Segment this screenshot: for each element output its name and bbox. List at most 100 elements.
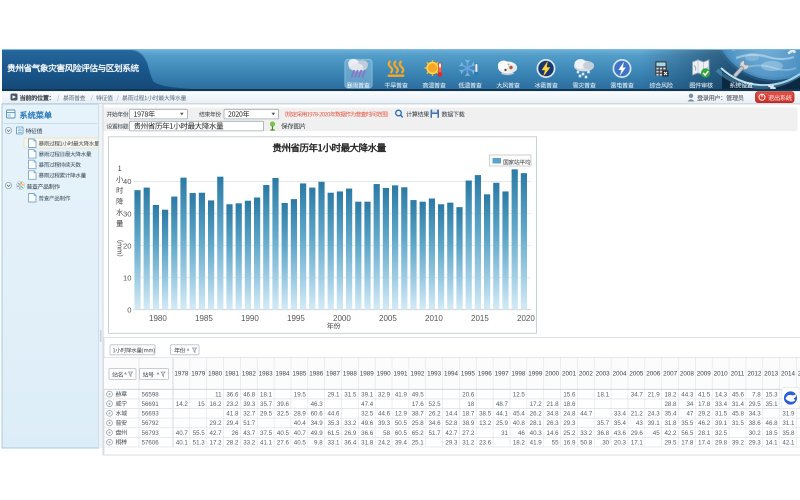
svg-text:36.6: 36.6 <box>361 430 374 437</box>
svg-text:1984: 1984 <box>276 371 291 378</box>
svg-text:25.8: 25.8 <box>412 420 425 427</box>
svg-text:55.5: 55.5 <box>193 430 206 437</box>
svg-text:29.1: 29.1 <box>327 391 340 398</box>
svg-text:35.1: 35.1 <box>766 401 779 408</box>
svg-text:29.4: 29.4 <box>226 420 239 427</box>
svg-text:2002: 2002 <box>579 371 594 378</box>
svg-text:1980: 1980 <box>208 371 223 378</box>
svg-text:38.5: 38.5 <box>479 411 492 418</box>
svg-text:31.8: 31.8 <box>664 420 677 427</box>
svg-text:17.4: 17.4 <box>698 439 711 446</box>
svg-text:44.1: 44.1 <box>496 411 509 418</box>
svg-text:46.8: 46.8 <box>766 420 779 427</box>
svg-text:56693: 56693 <box>142 411 160 418</box>
svg-text:34: 34 <box>686 401 693 408</box>
svg-text:32.5: 32.5 <box>277 411 290 418</box>
svg-text:47.4: 47.4 <box>361 401 374 408</box>
svg-text:26.3: 26.3 <box>547 420 560 427</box>
svg-text:17.6: 17.6 <box>412 401 425 408</box>
svg-text:35.8: 35.8 <box>782 430 795 437</box>
svg-text:2007: 2007 <box>663 371 678 378</box>
svg-text:56792: 56792 <box>142 420 160 427</box>
svg-text:35.4: 35.4 <box>614 420 627 427</box>
svg-text:29.6: 29.6 <box>631 430 644 437</box>
svg-text:12.5: 12.5 <box>513 391 526 398</box>
svg-text:2003: 2003 <box>596 371 611 378</box>
svg-text:15: 15 <box>198 401 205 408</box>
svg-text:41.9: 41.9 <box>395 391 408 398</box>
svg-text:46: 46 <box>518 430 525 437</box>
svg-text:31.5: 31.5 <box>344 391 357 398</box>
svg-text:1999: 1999 <box>528 371 543 378</box>
svg-text:17.2: 17.2 <box>210 439 223 446</box>
svg-text:48.7: 48.7 <box>496 401 509 408</box>
svg-text:33.2: 33.2 <box>344 420 357 427</box>
svg-text:1993: 1993 <box>427 371 442 378</box>
svg-text:17.2: 17.2 <box>530 401 543 408</box>
svg-text:28.8: 28.8 <box>664 401 677 408</box>
svg-text:25.9: 25.9 <box>496 420 509 427</box>
svg-text:14.6: 14.6 <box>547 430 560 437</box>
svg-text:21.8: 21.8 <box>547 401 560 408</box>
svg-text:36.4: 36.4 <box>344 439 357 446</box>
svg-text:39.1: 39.1 <box>361 391 374 398</box>
svg-text:46.3: 46.3 <box>311 401 324 408</box>
svg-text:29.5: 29.5 <box>260 411 273 418</box>
svg-text:40.5: 40.5 <box>277 430 290 437</box>
svg-text:39.2: 39.2 <box>732 439 745 446</box>
svg-text:49.6: 49.6 <box>361 420 374 427</box>
svg-text:51.7: 51.7 <box>243 420 256 427</box>
svg-text:31.4: 31.4 <box>732 401 745 408</box>
svg-text:43.6: 43.6 <box>614 430 627 437</box>
svg-text:32.5: 32.5 <box>361 411 374 418</box>
svg-text:52.5: 52.5 <box>429 401 442 408</box>
svg-text:56598: 56598 <box>142 391 160 398</box>
svg-text:45.4: 45.4 <box>513 411 526 418</box>
svg-text:1978: 1978 <box>174 371 189 378</box>
svg-text:1997: 1997 <box>495 371 510 378</box>
svg-text:41.8: 41.8 <box>226 411 239 418</box>
svg-text:31.8: 31.8 <box>361 439 374 446</box>
svg-text:1998: 1998 <box>511 371 526 378</box>
svg-text:46.2: 46.2 <box>698 420 711 427</box>
svg-text:2000: 2000 <box>333 314 351 323</box>
svg-text:44.3: 44.3 <box>681 391 694 398</box>
svg-text:28.1: 28.1 <box>698 430 711 437</box>
svg-text:1982: 1982 <box>242 371 257 378</box>
svg-text:33.4: 33.4 <box>614 411 627 418</box>
svg-text:31.1: 31.1 <box>782 420 795 427</box>
svg-text:27.2: 27.2 <box>462 430 475 437</box>
svg-text:18.6: 18.6 <box>563 401 576 408</box>
svg-text:20.6: 20.6 <box>462 391 475 398</box>
svg-text:44.6: 44.6 <box>327 411 340 418</box>
svg-text:2015: 2015 <box>471 314 489 323</box>
svg-text:1990: 1990 <box>241 314 259 323</box>
svg-text:2009: 2009 <box>697 371 712 378</box>
svg-text:52.8: 52.8 <box>445 420 458 427</box>
svg-text:39.6: 39.6 <box>277 401 290 408</box>
svg-text:40.3: 40.3 <box>530 430 543 437</box>
svg-text:31.9: 31.9 <box>782 411 795 418</box>
svg-text:61.5: 61.5 <box>327 430 340 437</box>
svg-text:56793: 56793 <box>142 430 160 437</box>
svg-text:42.1: 42.1 <box>782 439 795 446</box>
svg-text:2005: 2005 <box>379 314 397 323</box>
svg-text:33.2: 33.2 <box>580 430 593 437</box>
svg-text:40.8: 40.8 <box>513 420 526 427</box>
svg-text:2006: 2006 <box>646 371 661 378</box>
svg-text:41.1: 41.1 <box>260 439 273 446</box>
svg-text:1988: 1988 <box>343 371 358 378</box>
svg-text:45: 45 <box>653 430 660 437</box>
svg-text:46.8: 46.8 <box>243 391 256 398</box>
svg-text:1995: 1995 <box>287 314 305 323</box>
svg-text:20.3: 20.3 <box>614 439 627 446</box>
svg-text:11: 11 <box>215 391 222 398</box>
svg-text:2014: 2014 <box>781 371 796 378</box>
svg-text:56691: 56691 <box>142 401 160 408</box>
svg-text:10: 10 <box>123 273 131 282</box>
svg-text:28.9: 28.9 <box>294 411 307 418</box>
svg-text:7.8: 7.8 <box>752 391 761 398</box>
svg-text:1995: 1995 <box>461 371 476 378</box>
svg-text:39.3: 39.3 <box>243 401 256 408</box>
svg-text:44.7: 44.7 <box>580 411 593 418</box>
